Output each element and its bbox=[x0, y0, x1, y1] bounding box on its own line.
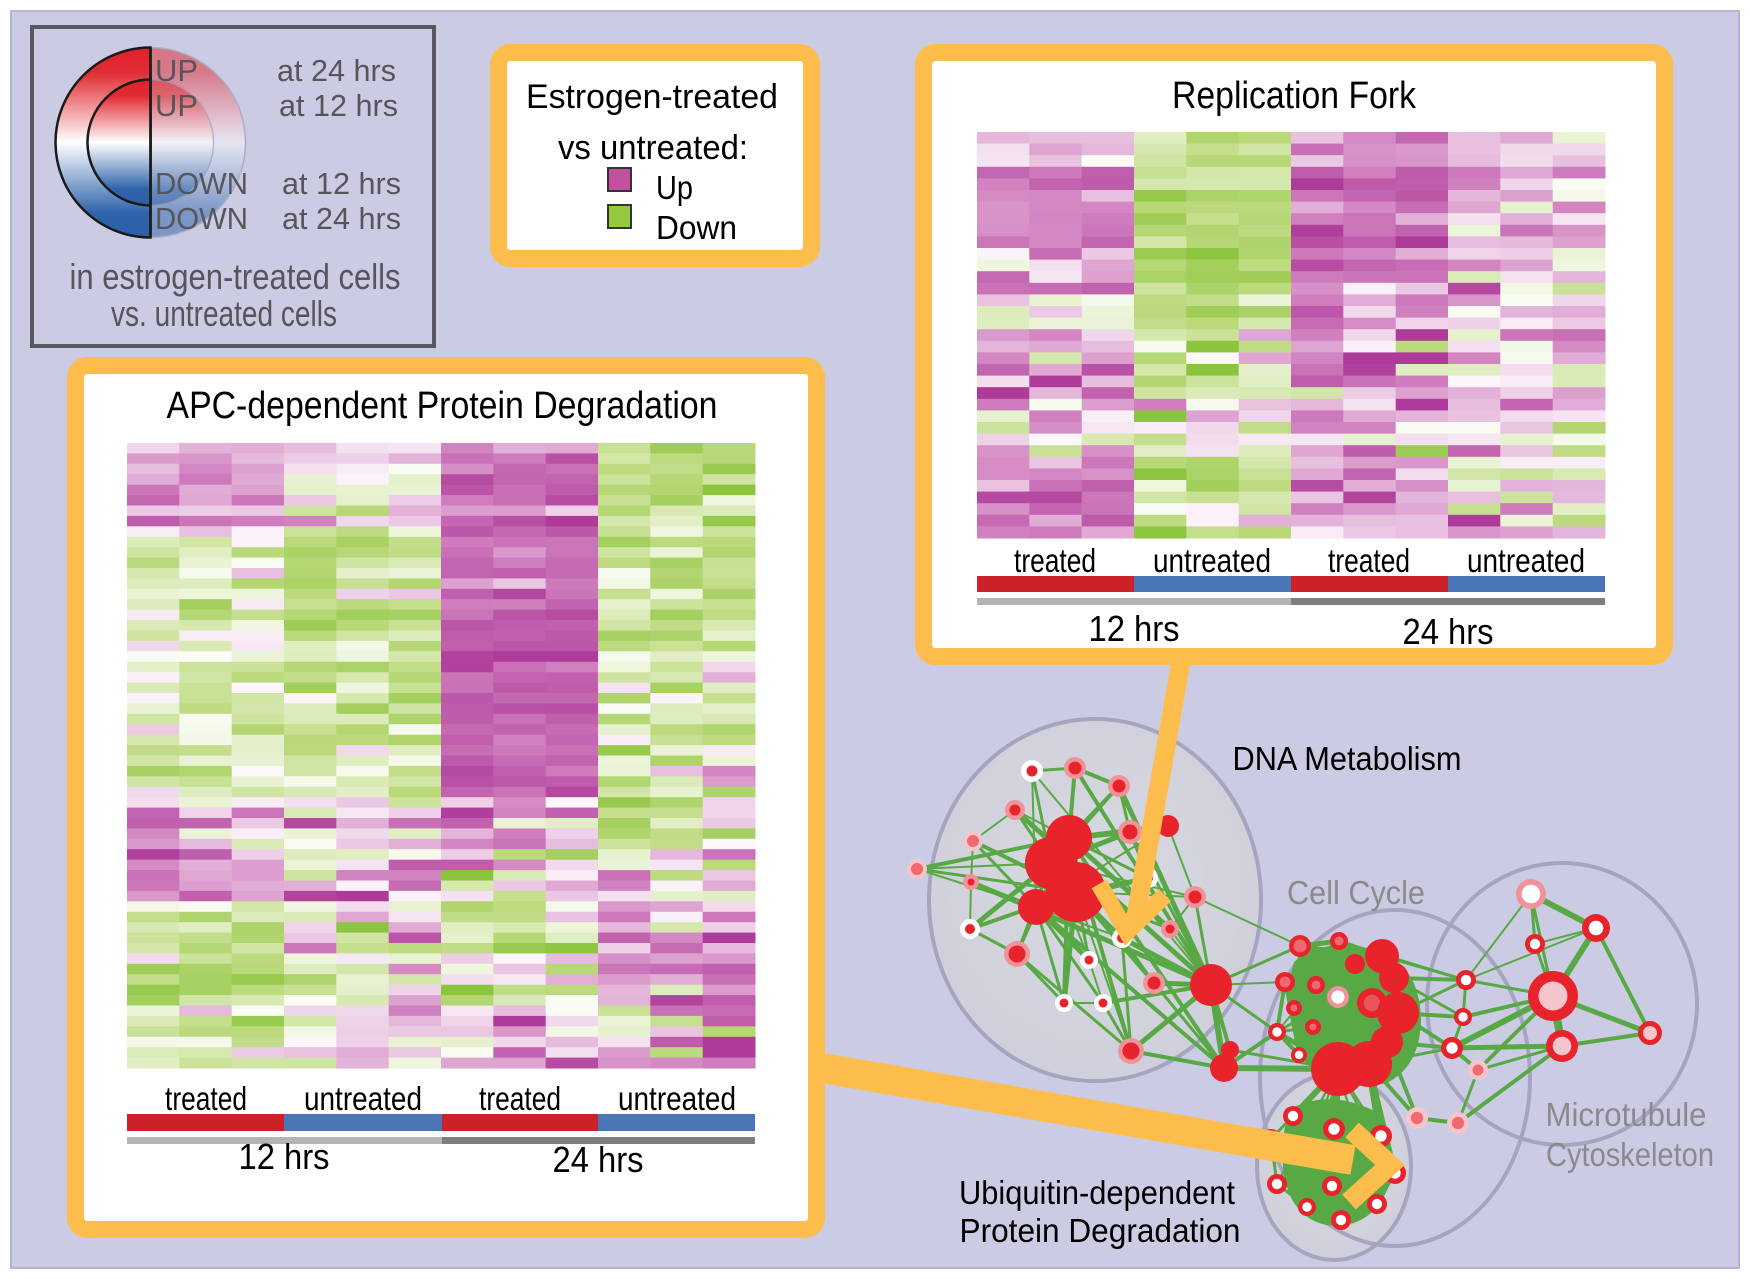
svg-text:vs untreated:: vs untreated: bbox=[558, 129, 748, 167]
svg-text:12 hrs: 12 hrs bbox=[1089, 608, 1180, 649]
svg-text:at 12 hrs: at 12 hrs bbox=[282, 166, 401, 201]
svg-text:Cell Cycle: Cell Cycle bbox=[1287, 874, 1425, 911]
svg-text:untreated: untreated bbox=[618, 1080, 736, 1117]
svg-text:DOWN: DOWN bbox=[155, 166, 248, 201]
svg-text:at 24 hrs: at 24 hrs bbox=[277, 53, 396, 88]
svg-text:treated: treated bbox=[1014, 542, 1096, 579]
svg-text:12 hrs: 12 hrs bbox=[239, 1136, 330, 1177]
svg-text:untreated: untreated bbox=[1153, 542, 1271, 579]
svg-text:DOWN: DOWN bbox=[155, 201, 248, 236]
svg-text:treated: treated bbox=[479, 1080, 561, 1117]
svg-text:at 12 hrs: at 12 hrs bbox=[279, 88, 398, 123]
svg-text:in estrogen-treated cells: in estrogen-treated cells bbox=[70, 256, 401, 297]
svg-text:at 24 hrs: at 24 hrs bbox=[282, 201, 401, 236]
svg-text:Up: Up bbox=[656, 169, 693, 206]
svg-text:Microtubule: Microtubule bbox=[1546, 1096, 1707, 1133]
svg-text:UP: UP bbox=[155, 88, 198, 123]
svg-text:vs. untreated cells: vs. untreated cells bbox=[111, 293, 337, 334]
svg-text:Estrogen-treated: Estrogen-treated bbox=[526, 78, 778, 116]
svg-text:24 hrs: 24 hrs bbox=[1403, 611, 1494, 652]
svg-text:UP: UP bbox=[155, 53, 198, 88]
svg-text:Down: Down bbox=[656, 209, 737, 246]
svg-text:treated: treated bbox=[1328, 542, 1410, 579]
svg-text:treated: treated bbox=[165, 1080, 247, 1117]
svg-text:Replication Fork: Replication Fork bbox=[1172, 75, 1417, 117]
svg-text:Ubiquitin-dependent: Ubiquitin-dependent bbox=[959, 1174, 1235, 1211]
svg-text:APC-dependent Protein Degradat: APC-dependent Protein Degradation bbox=[167, 385, 718, 427]
svg-text:untreated: untreated bbox=[1467, 542, 1585, 579]
svg-text:24 hrs: 24 hrs bbox=[553, 1139, 644, 1180]
svg-text:Cytoskeleton: Cytoskeleton bbox=[1546, 1136, 1714, 1173]
svg-text:DNA Metabolism: DNA Metabolism bbox=[1233, 740, 1462, 777]
svg-text:Protein Degradation: Protein Degradation bbox=[960, 1212, 1241, 1249]
svg-text:untreated: untreated bbox=[304, 1080, 422, 1117]
